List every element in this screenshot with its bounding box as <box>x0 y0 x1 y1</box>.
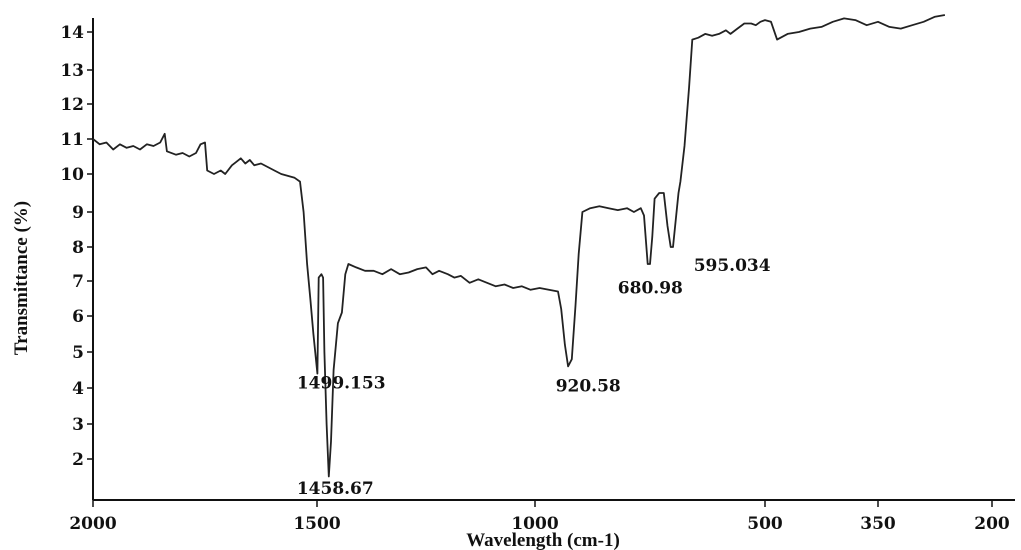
y-tick-label: 7 <box>72 272 84 292</box>
peak-label: 595.034 <box>694 256 771 276</box>
peak-label: 920.58 <box>556 377 621 397</box>
y-tick-label: 6 <box>72 307 84 327</box>
x-tick-label: 1500 <box>293 514 340 534</box>
spectrum-series <box>92 14 946 478</box>
peak-annotations: 1499.153 1458.67 920.58 680.98 595.034 <box>297 256 771 499</box>
y-tick-label: 14 <box>60 23 84 43</box>
x-tick-label: 350 <box>860 514 896 534</box>
x-tick-label: 200 <box>974 514 1010 534</box>
y-tick-label: 12 <box>60 95 84 115</box>
y-tick-label: 9 <box>72 203 84 223</box>
peak-label: 1458.67 <box>297 479 374 499</box>
spectrum-line <box>92 14 946 478</box>
peak-label: 1499.153 <box>297 374 386 394</box>
y-tick-label: 11 <box>60 130 84 150</box>
x-tick-label: 2000 <box>69 514 116 534</box>
y-tick-label: 13 <box>60 61 84 81</box>
x-tick-label: 500 <box>747 514 783 534</box>
y-tick-label: 2 <box>72 450 84 470</box>
y-tick-label: 4 <box>72 379 84 399</box>
y-tick-label: 10 <box>60 165 84 185</box>
peak-label: 680.98 <box>618 278 683 298</box>
axes <box>92 18 1015 501</box>
x-tick-label: 1000 <box>511 514 558 534</box>
x-axis-label: Wavelength (cm-1) <box>466 530 620 550</box>
y-axis-ticks: 2 3 4 5 6 7 8 9 10 11 12 13 14 <box>60 23 93 470</box>
y-axis-label: Transmittance (%) <box>11 201 32 355</box>
y-tick-label: 5 <box>72 343 84 363</box>
x-axis-ticks: 2000 1500 1000 500 350 200 <box>69 500 1010 534</box>
y-tick-label: 3 <box>72 415 84 435</box>
y-tick-label: 8 <box>72 238 84 258</box>
